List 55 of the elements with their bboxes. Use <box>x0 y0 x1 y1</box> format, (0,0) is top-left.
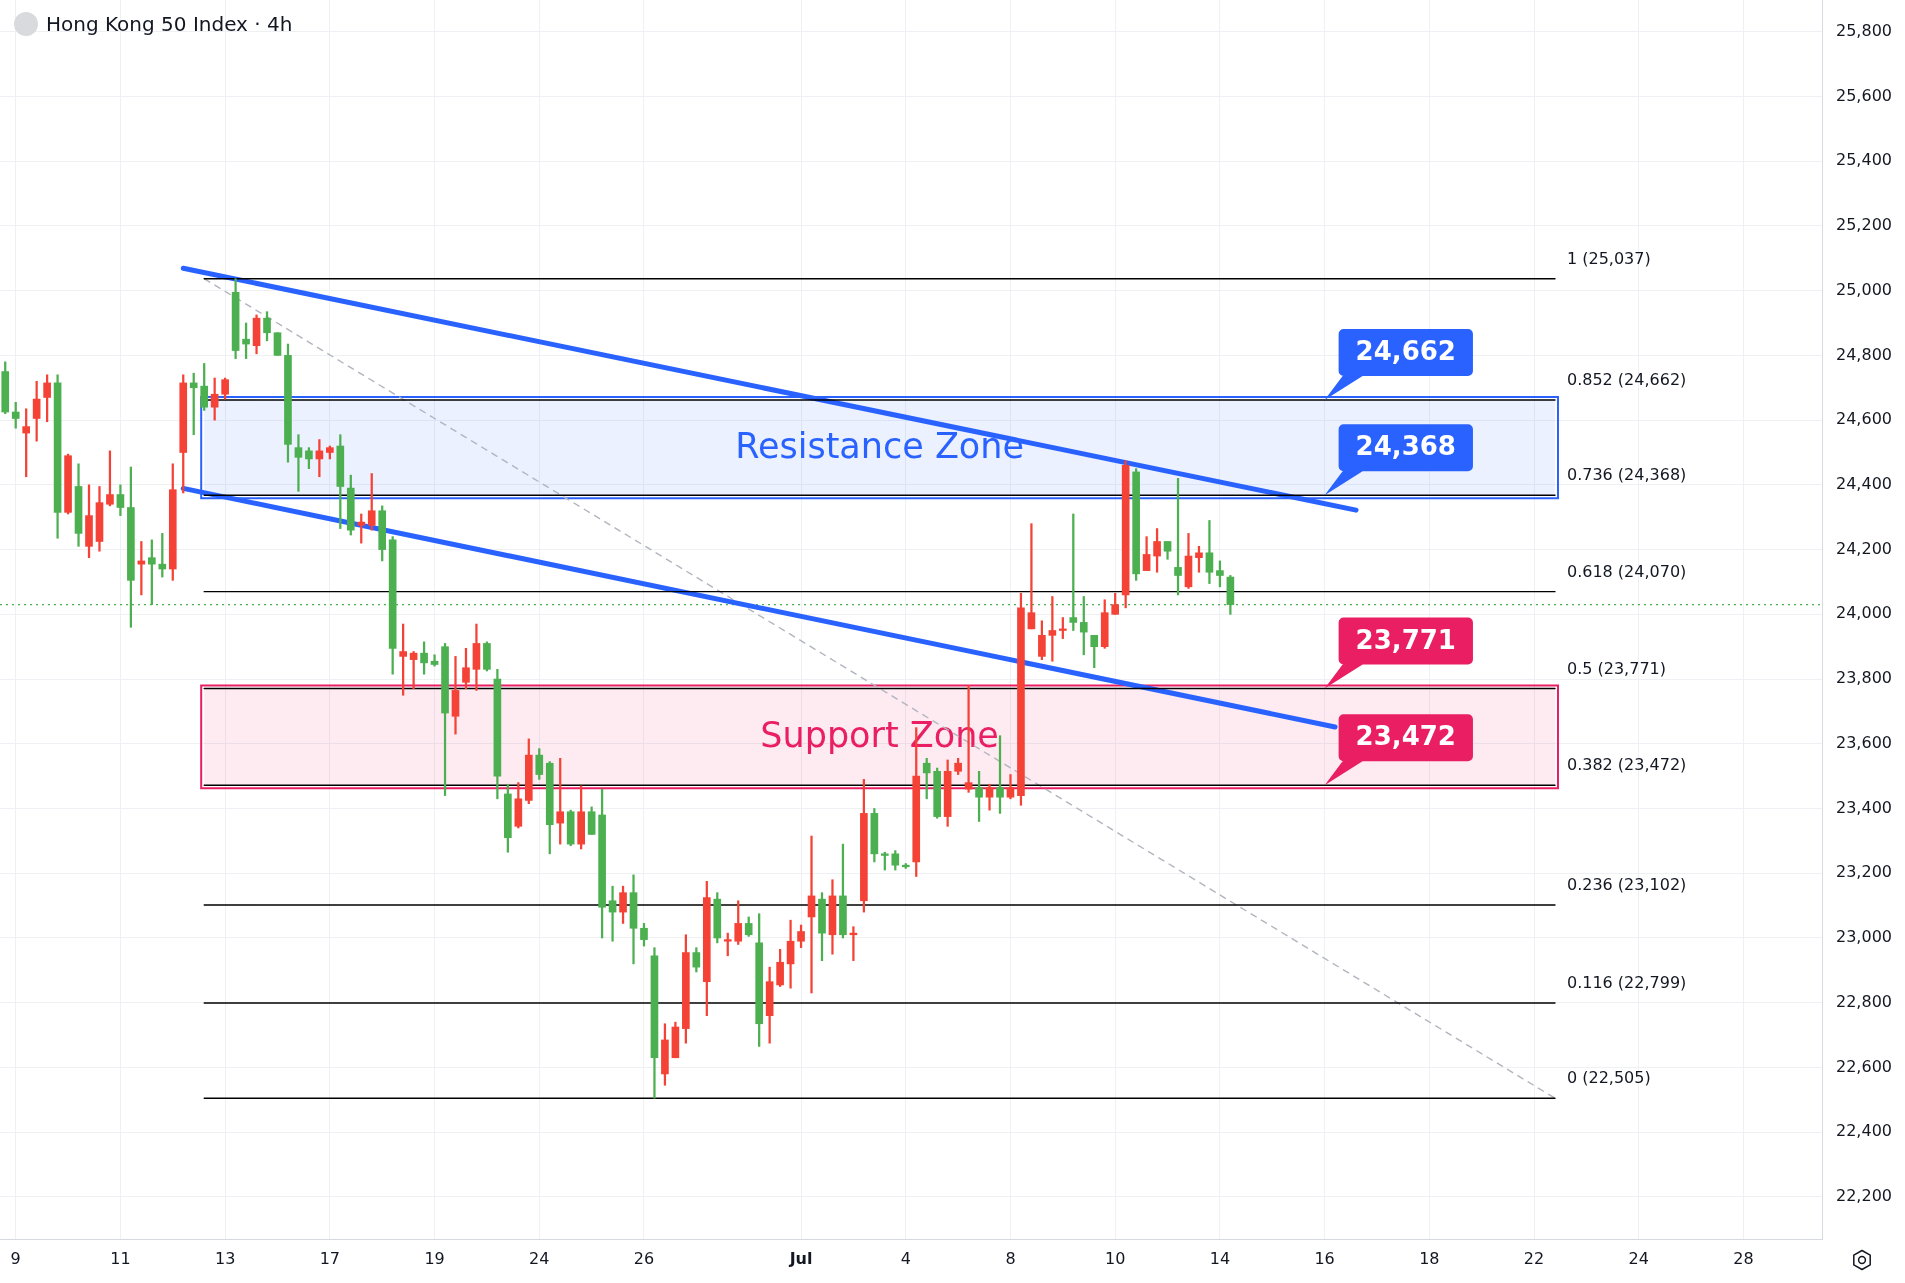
series-label: 0.852 (24,662) <box>1566 370 1687 390</box>
y-tick-label: 23,800 <box>1836 668 1892 688</box>
x-tick-label: 24 <box>529 1248 550 1268</box>
x-tick-label: 4 <box>900 1248 911 1268</box>
series-label: 1 (25,037) <box>1566 248 1651 268</box>
x-tick-label: 26 <box>633 1248 655 1268</box>
x-tick-label: 16 <box>1314 1248 1335 1268</box>
x-tick-label: 19 <box>424 1248 445 1268</box>
x-tick-label: 8 <box>1005 1248 1016 1268</box>
y-tick-label: 23,600 <box>1836 732 1892 752</box>
y-tick-label: 24,800 <box>1836 344 1892 364</box>
x-tick-label: 14 <box>1209 1248 1231 1268</box>
y-tick-label: 25,600 <box>1836 85 1892 105</box>
candlestick <box>294 434 303 492</box>
y-tick-label: 24,200 <box>1836 538 1892 558</box>
x-tick-label: 24 <box>1628 1248 1649 1268</box>
y-tick-label: 22,200 <box>1836 1186 1892 1206</box>
text: Hong Kong 50 Index · 4h <box>46 11 293 38</box>
y-tick-label: 25,400 <box>1836 150 1892 170</box>
band-label: Resistance Zone <box>735 425 1025 466</box>
y-tick-label: 22,600 <box>1836 1056 1892 1076</box>
y-tick-label: 25,200 <box>1836 215 1892 235</box>
series-label: 0.618 (24,070) <box>1566 561 1687 581</box>
x-tick-label: 11 <box>110 1248 131 1268</box>
x-tick-label: 18 <box>1419 1248 1440 1268</box>
x-tick-label: 28 <box>1733 1248 1754 1268</box>
series-label: 0.382 (23,472) <box>1566 755 1687 775</box>
y-tick-label: 23,200 <box>1836 862 1892 882</box>
y-tick-label: 25,800 <box>1836 20 1892 40</box>
annotation: 23,472 <box>1355 721 1456 752</box>
annotation: 23,771 <box>1355 624 1456 655</box>
x-tick-label: 13 <box>214 1248 236 1268</box>
x-tick-label: 17 <box>319 1248 341 1268</box>
y-tick-label: 24,400 <box>1836 474 1892 494</box>
y-tick-label: 23,400 <box>1836 797 1892 817</box>
y-tick-label: 22,800 <box>1836 991 1892 1011</box>
candlestick <box>608 885 617 942</box>
candlestick <box>1027 523 1036 630</box>
y-tick-label: 24,000 <box>1836 603 1892 623</box>
x-tick-label: 9 <box>10 1248 21 1268</box>
y-tick-label: 22,400 <box>1836 1121 1892 1141</box>
y-tick-label: 24,600 <box>1836 409 1892 429</box>
y-tick-label: 25,000 <box>1836 279 1892 299</box>
series-label: 0 (22,505) <box>1566 1068 1651 1088</box>
series-label: 0.116 (22,799) <box>1566 973 1687 993</box>
x-tick-label: 22 <box>1523 1248 1545 1268</box>
x-tick-label: Jul <box>788 1248 813 1268</box>
annotation: 24,662 <box>1355 336 1456 367</box>
candlestick <box>1205 520 1214 584</box>
series-label: 0.5 (23,771) <box>1566 658 1666 678</box>
series-label: 0.236 (23,102) <box>1566 875 1687 895</box>
x-tick-label: 10 <box>1105 1248 1126 1268</box>
y-tick-label: 23,000 <box>1836 927 1892 947</box>
series-label: 0.736 (24,368) <box>1566 465 1687 485</box>
annotation: 24,368 <box>1355 431 1456 462</box>
